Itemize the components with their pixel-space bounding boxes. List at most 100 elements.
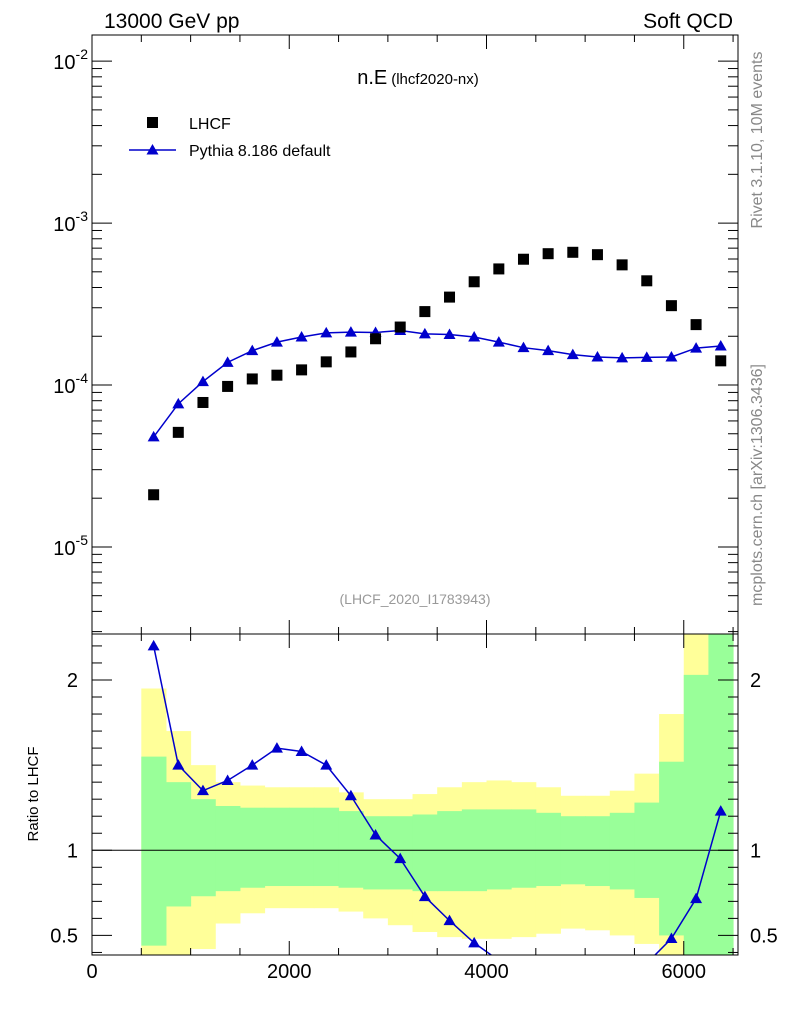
- ratio-y-tick-label-left: 0.5: [50, 925, 78, 947]
- ratio-y-tick-label-right: 0.5: [750, 925, 778, 947]
- band-inner-bin: [511, 809, 537, 888]
- legend: LHCF Pythia 8.186 default: [129, 116, 331, 160]
- ratio-axis-ticks: [91, 634, 738, 955]
- mc-point: [270, 336, 283, 347]
- band-inner-bin: [609, 812, 635, 890]
- data-point: [419, 306, 431, 318]
- band-inner-bin: [338, 811, 364, 888]
- main-axis-ticks: [91, 35, 738, 634]
- ratio-point: [295, 745, 308, 757]
- ratio-point: [616, 969, 628, 980]
- ratio-y-label: Ratio to LHCF: [25, 746, 42, 841]
- band-inner-bin: [289, 807, 315, 887]
- band-inner-bin: [215, 805, 241, 892]
- legend-data-label: LHCF: [189, 116, 231, 133]
- band-inner-bin: [683, 674, 709, 955]
- ratio-y-tick-label-left: 2: [67, 670, 78, 692]
- ratio-panel: 0.5 0.5 1 1 2 2 0 2000 4000 6000 Ratio to LHCF: [25, 633, 778, 986]
- data-point: [690, 319, 702, 331]
- data-point: [172, 426, 184, 438]
- mc-line: [153, 329, 721, 438]
- band-inner-bin: [387, 816, 414, 890]
- legend-data-marker: [147, 117, 158, 128]
- ratio-point: [418, 890, 431, 902]
- main-y-tick-label: 10-2: [53, 46, 88, 74]
- plot-title-sub: (lhcf2020-nx): [391, 71, 479, 88]
- band-inner-bin: [535, 812, 561, 887]
- data-point: [542, 248, 554, 260]
- data-point: [197, 396, 209, 408]
- ratio-y-tick-label-left: 1: [67, 840, 78, 862]
- main-y-tick-label: 10-3: [53, 208, 88, 236]
- data-series: [148, 246, 727, 501]
- x-tick-label: 2000: [267, 961, 312, 983]
- x-tick-label: 4000: [464, 961, 509, 983]
- ratio-point: [221, 774, 234, 785]
- ratio-point: [567, 975, 579, 986]
- data-point: [444, 291, 456, 303]
- mc-point: [196, 375, 209, 387]
- data-point: [222, 380, 234, 392]
- legend-mc-label: Pythia 8.186 default: [189, 143, 331, 160]
- ratio-point: [369, 828, 382, 840]
- mc-point: [591, 350, 604, 362]
- mc-point: [320, 326, 333, 338]
- analysis-id: (LHCF_2020_I1783943): [340, 591, 491, 607]
- data-point: [468, 276, 480, 288]
- band-inner-bin: [264, 807, 290, 887]
- mc-point: [492, 336, 505, 347]
- mc-point: [172, 397, 185, 409]
- data-point: [616, 259, 628, 271]
- mc-point: [443, 328, 456, 340]
- mc-point: [566, 348, 579, 360]
- header-left: 13000 GeV pp: [104, 10, 239, 33]
- mc-point: [616, 351, 629, 363]
- band-inner-bin: [437, 811, 463, 892]
- ratio-point: [196, 784, 209, 796]
- data-point: [370, 333, 382, 345]
- ratio-point: [172, 759, 185, 770]
- band-inner-bin: [659, 761, 685, 936]
- band-outer: [141, 634, 734, 955]
- band-inner-bin: [141, 756, 167, 946]
- data-point: [493, 263, 505, 275]
- mc-point: [295, 330, 308, 342]
- rivet-label: Rivet 3.1.10, 10M events: [749, 52, 766, 229]
- band-inner-bin: [363, 816, 389, 890]
- data-point: [641, 275, 653, 287]
- ratio-point: [443, 914, 456, 926]
- mc-point: [344, 326, 357, 337]
- main-y-tick-labels: 10-5 10-4 10-3 10-2: [53, 46, 88, 560]
- mc-point: [468, 330, 481, 342]
- ratio-point: [344, 789, 357, 801]
- data-point: [715, 355, 727, 367]
- mc-point: [714, 340, 727, 351]
- ratio-point: [517, 966, 529, 977]
- x-tick-label: 6000: [662, 961, 707, 983]
- band-inner-bin: [239, 807, 266, 888]
- band-inner-bin: [486, 809, 512, 890]
- ratio-y-tick-label-right: 2: [750, 670, 761, 692]
- mc-point: [246, 344, 259, 356]
- band-inner-bin: [165, 782, 192, 907]
- legend-mc-marker: [146, 144, 159, 155]
- mc-point: [690, 342, 703, 353]
- ratio-point: [468, 936, 481, 948]
- mc-series: [147, 324, 727, 442]
- mc-point: [147, 430, 160, 442]
- main-y-tick-label: 10-5: [53, 532, 88, 560]
- data-point: [271, 369, 283, 381]
- main-panel: n.E (lhcf2020-nx) 10-5 10-4 10-3 10-2 LHCF P…: [53, 34, 739, 635]
- mc-point: [665, 350, 678, 362]
- ratio-point: [665, 932, 678, 943]
- data-point: [517, 253, 529, 265]
- data-point: [246, 373, 258, 385]
- ratio-point: [542, 972, 554, 983]
- band-inner-bin: [313, 807, 340, 887]
- ratio-point: [641, 957, 653, 968]
- ratio-point: [690, 892, 703, 904]
- ratio-series: [147, 639, 727, 986]
- data-point: [345, 346, 357, 358]
- ratio-frame: [91, 633, 739, 956]
